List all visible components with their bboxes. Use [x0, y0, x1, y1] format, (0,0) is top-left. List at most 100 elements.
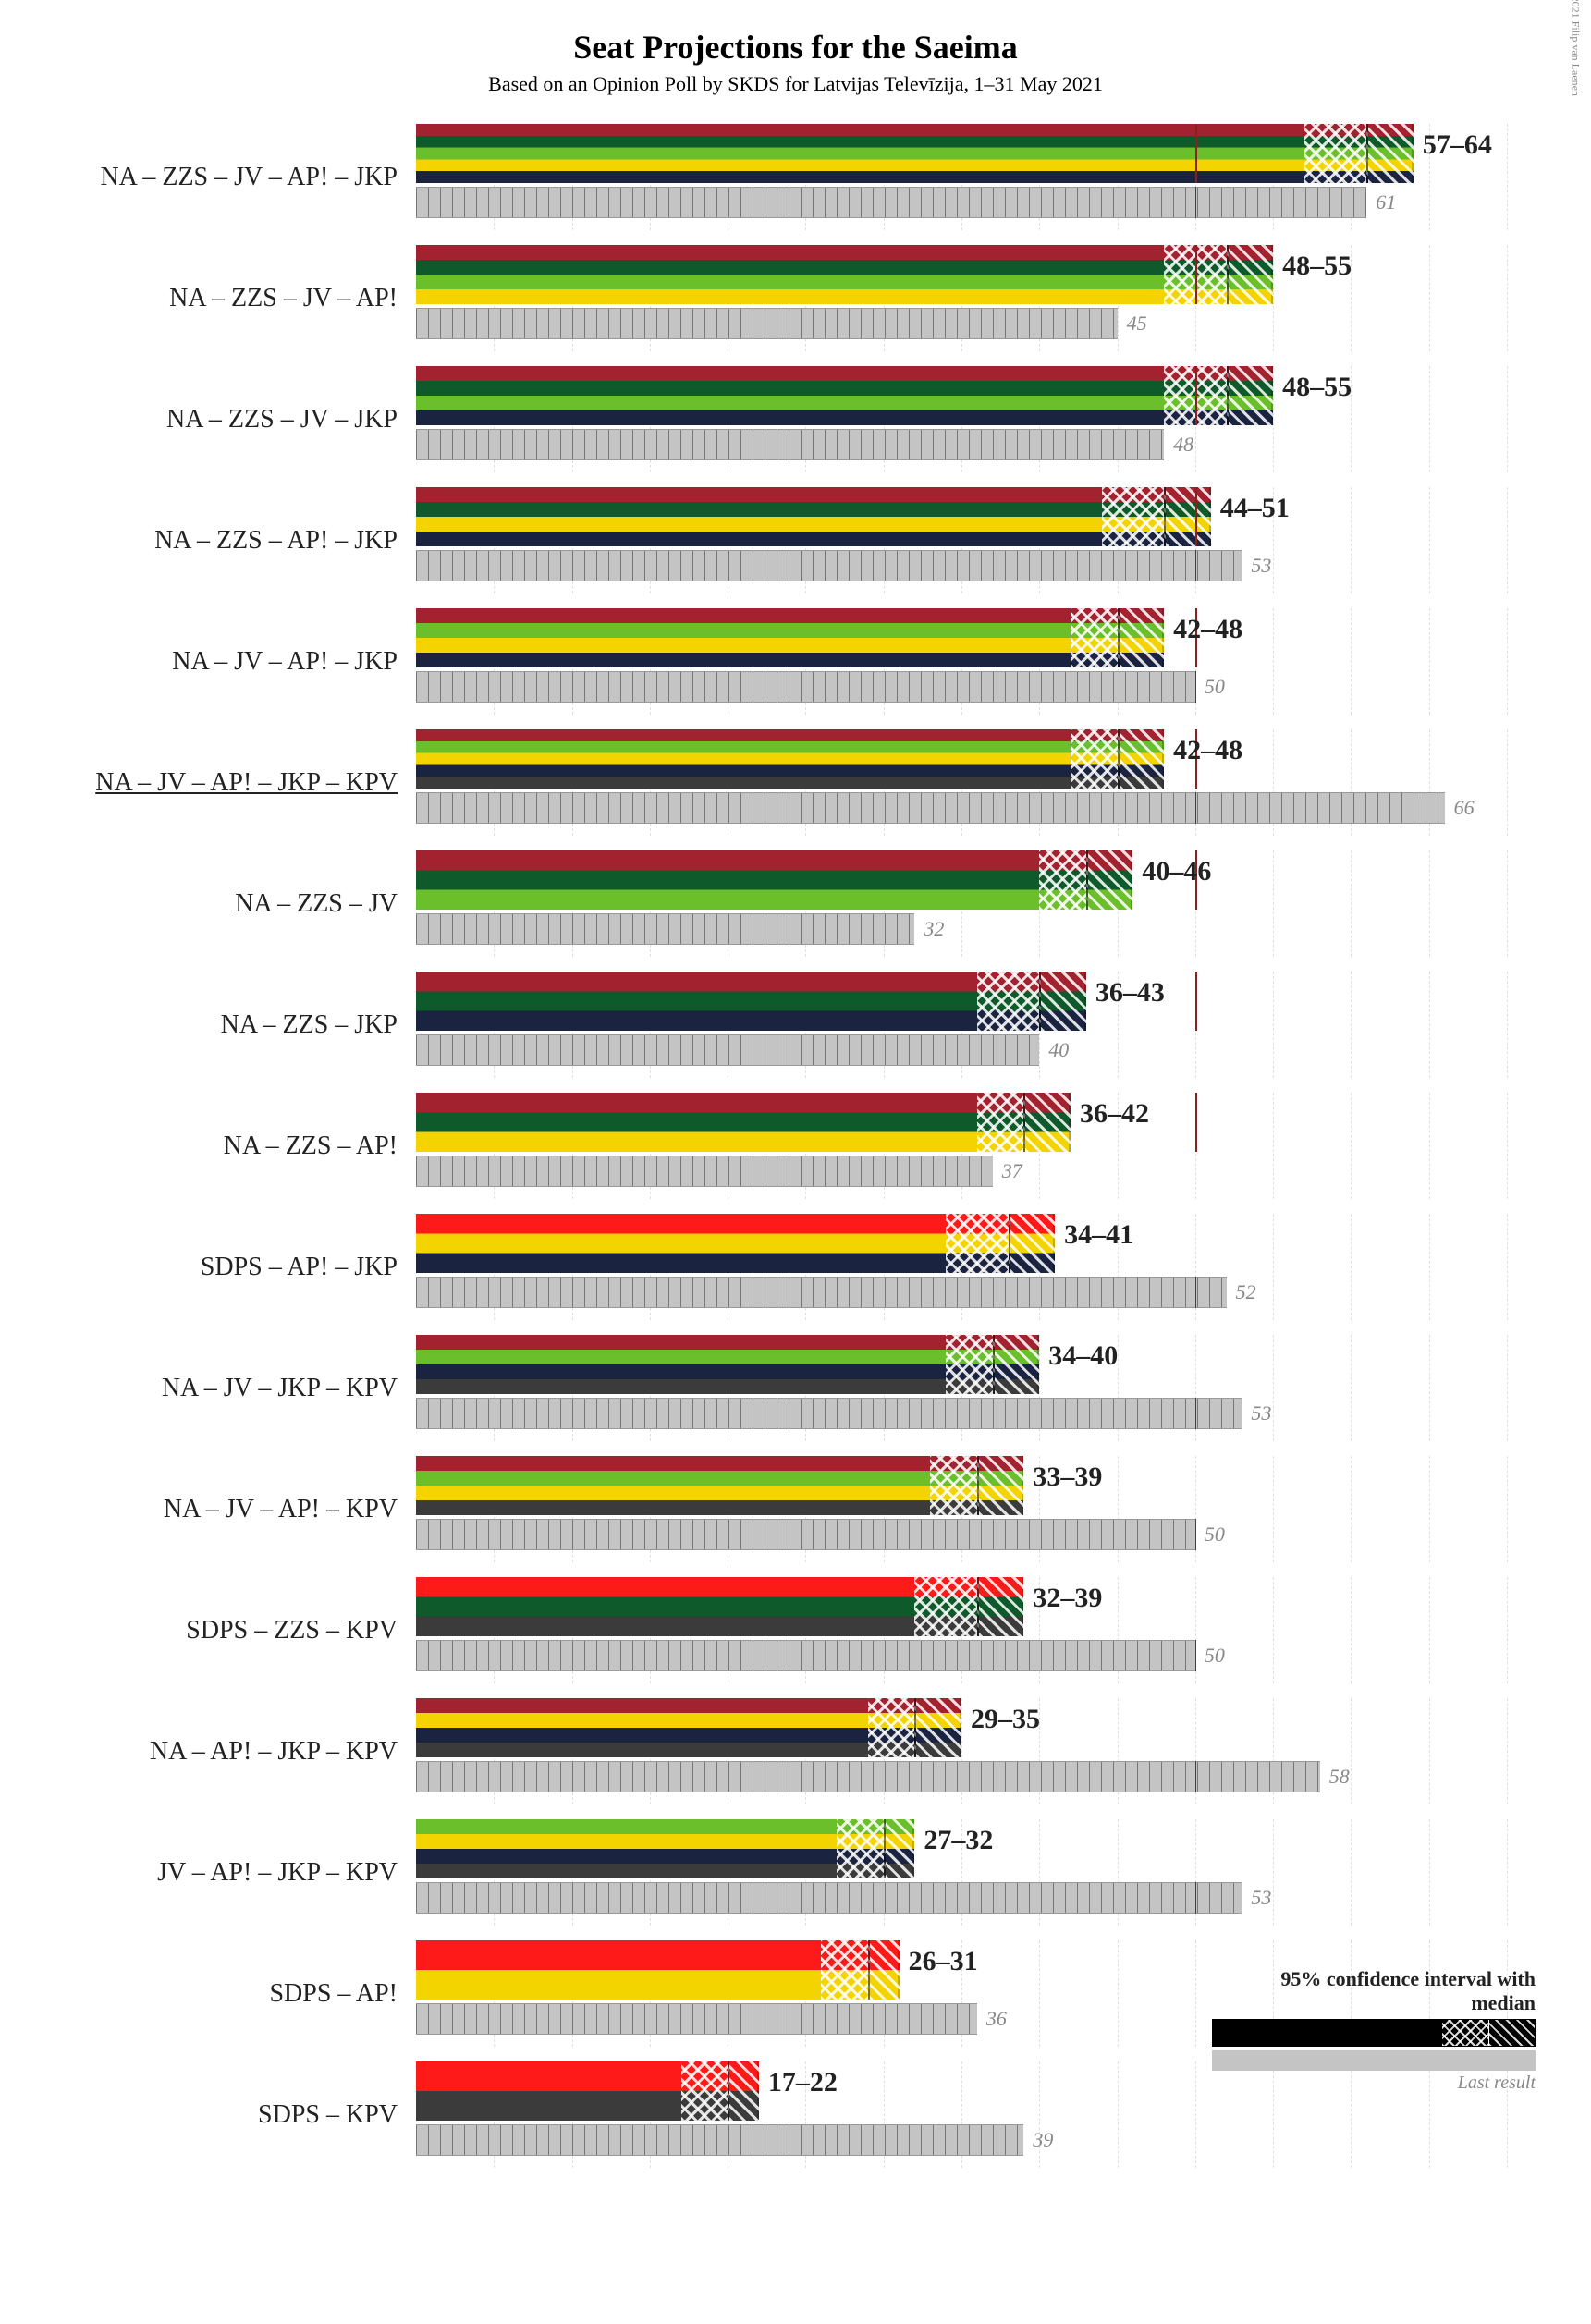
grid-line [1273, 245, 1274, 351]
last-result-label: 53 [1251, 554, 1271, 578]
confidence-interval [1071, 729, 1164, 789]
bars-container: 57–6461 [416, 124, 1573, 230]
last-result-label: 50 [1205, 1644, 1225, 1668]
last-result-label: 61 [1376, 190, 1396, 214]
grid-line [1195, 1940, 1196, 2047]
last-result-bar [416, 671, 1195, 703]
grid-line [1429, 1214, 1430, 1320]
range-label: 34–40 [1048, 1340, 1118, 1372]
range-label: 27–32 [924, 1825, 993, 1856]
bars-container: 34–4152 [416, 1214, 1573, 1320]
last-result-bar [416, 792, 1445, 824]
coalition-label: NA – JV – AP! – JKP – KPV [18, 768, 416, 798]
bars-container: 48–5548 [416, 366, 1573, 472]
last-result-label: 45 [1127, 312, 1147, 336]
grid-line [1429, 1577, 1430, 1683]
grid-line [1118, 2061, 1119, 2168]
last-result-label: 66 [1454, 796, 1475, 820]
confidence-interval [1164, 366, 1273, 425]
last-result-label: 37 [1002, 1159, 1022, 1183]
grid-line [1351, 1335, 1352, 1441]
bars-container: 36–4340 [416, 972, 1573, 1078]
grid-line [1429, 1335, 1430, 1441]
last-result-bar [416, 1882, 1242, 1914]
grid-line [1039, 1940, 1040, 2047]
majority-threshold-marker [1195, 245, 1197, 304]
last-result-bar [416, 1519, 1195, 1550]
grid-line [1507, 124, 1508, 230]
grid-line [1429, 487, 1430, 593]
range-label: 40–46 [1142, 856, 1211, 887]
confidence-interval [868, 1698, 961, 1757]
grid-line [1507, 245, 1508, 351]
grid-line [1507, 729, 1508, 836]
last-result-bar [416, 1761, 1320, 1792]
confidence-interval [914, 1577, 1023, 1636]
grid-line [1507, 1577, 1508, 1683]
last-result-bar [416, 2124, 1023, 2156]
legend-last-swatch [1212, 2050, 1536, 2071]
coalition-label: JV – AP! – JKP – KPV [18, 1858, 416, 1888]
confidence-interval [946, 1214, 1055, 1273]
range-label: 48–55 [1282, 372, 1352, 403]
majority-threshold-marker [1195, 972, 1197, 1031]
bars-container: 40–4632 [416, 850, 1573, 957]
confidence-interval [1304, 124, 1414, 183]
majority-threshold-marker [1195, 366, 1197, 425]
grid-line [1273, 1093, 1274, 1199]
confidence-interval [977, 972, 1086, 1031]
last-result-label: 58 [1329, 1765, 1350, 1789]
last-result-label: 53 [1251, 1401, 1271, 1425]
grid-line [1507, 1335, 1508, 1441]
last-result-bar [416, 2003, 977, 2035]
last-majority-marker [1195, 187, 1197, 218]
bars-container: 33–3950 [416, 1456, 1573, 1562]
last-majority-marker [1195, 1519, 1197, 1550]
confidence-interval [946, 1335, 1039, 1394]
coalition-row: NA – JV – AP! – JKP42–4850 [18, 608, 1573, 715]
bars-container: 36–4237 [416, 1093, 1573, 1199]
grid-line [1351, 1093, 1352, 1199]
last-result-bar [416, 1277, 1227, 1308]
grid-line [1507, 608, 1508, 715]
bars-container: 42–4850 [416, 608, 1573, 715]
confidence-interval [1071, 608, 1164, 667]
coalition-label: SDPS – ZZS – KPV [18, 1616, 416, 1645]
bars-container: 29–3558 [416, 1698, 1573, 1804]
grid-line [1429, 245, 1430, 351]
confidence-interval [1039, 850, 1132, 910]
projection-bar [416, 245, 1273, 304]
coalition-row: NA – ZZS – JV40–4632 [18, 850, 1573, 957]
projection-bar [416, 850, 1132, 910]
last-majority-marker [1195, 1277, 1197, 1308]
grid-line [1273, 972, 1274, 1078]
last-majority-marker [1195, 1761, 1197, 1792]
legend-diag-icon [1488, 2020, 1535, 2046]
range-label: 44–51 [1220, 493, 1290, 524]
last-result-label: 39 [1033, 2128, 1053, 2152]
confidence-interval [930, 1456, 1023, 1515]
grid-line [1273, 1577, 1274, 1683]
grid-line [1429, 850, 1430, 957]
grid-line [1273, 1335, 1274, 1441]
grid-line [1351, 850, 1352, 957]
bars-container: 42–4866 [416, 729, 1573, 836]
grid-line [1351, 487, 1352, 593]
last-majority-marker [1195, 1640, 1197, 1671]
grid-line [1273, 850, 1274, 957]
range-label: 32–39 [1033, 1583, 1102, 1614]
coalition-label: NA – JV – AP! – JKP [18, 647, 416, 677]
grid-line [1507, 1214, 1508, 1320]
coalition-row: NA – JV – AP! – JKP – KPV42–4866 [18, 729, 1573, 836]
coalition-row: NA – ZZS – JV – AP! – JKP57–6461 [18, 124, 1573, 230]
last-result-bar [416, 1640, 1195, 1671]
last-result-bar [416, 187, 1366, 218]
projection-bar [416, 1093, 1071, 1152]
coalition-label: NA – ZZS – JKP [18, 1010, 416, 1040]
range-label: 17–22 [768, 2067, 838, 2098]
grid-line [1507, 1819, 1508, 1926]
coalition-label: NA – ZZS – JV [18, 889, 416, 919]
last-majority-marker [1195, 792, 1197, 824]
chart-title: Seat Projections for the Saeima [18, 28, 1573, 67]
grid-line [1507, 487, 1508, 593]
